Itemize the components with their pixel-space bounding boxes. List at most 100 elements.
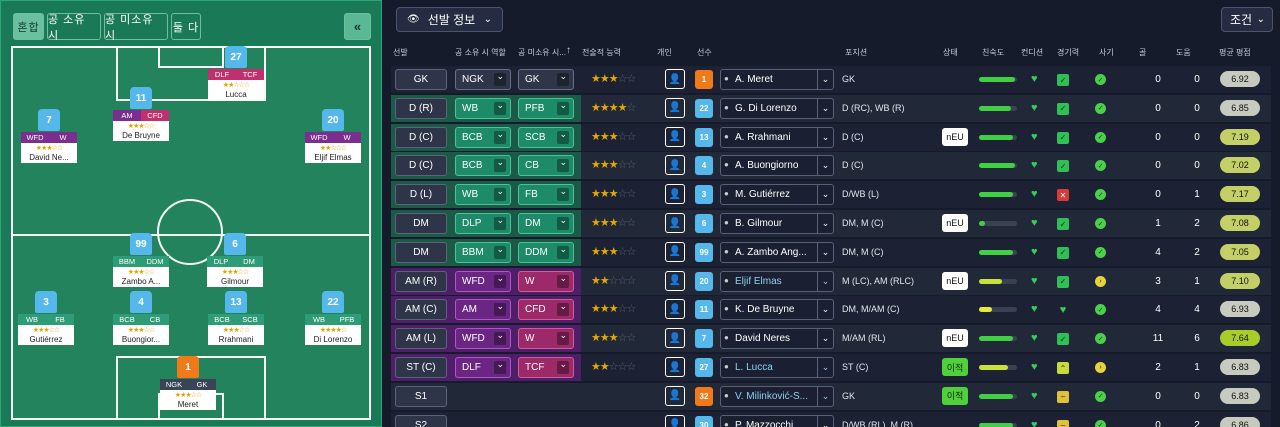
- person-icon[interactable]: 👤: [665, 213, 685, 233]
- tab-mixed[interactable]: 혼합: [13, 13, 44, 40]
- position-slot-button[interactable]: GK: [395, 69, 447, 90]
- view-selector-button[interactable]: 👁 선발 정보 ⌄: [396, 7, 503, 32]
- out-of-possession-role-dropdown[interactable]: GK: [518, 69, 574, 90]
- out-of-possession-role-dropdown[interactable]: W: [518, 270, 574, 292]
- position-slot-button[interactable]: AM (L): [395, 328, 447, 350]
- player-token-meret[interactable]: 1 NGK GK ★★★☆☆ Meret: [160, 356, 216, 410]
- player-select-dropdown[interactable]: ● A. Buongiorno ⌄: [720, 155, 834, 177]
- player-select-dropdown[interactable]: ● V. Milinković-S... ⌄: [720, 385, 834, 407]
- position-slot-button[interactable]: D (C): [395, 126, 447, 148]
- column-header[interactable]: 공 미소유 시...: [518, 48, 566, 57]
- tab-both[interactable]: 둘 다: [171, 13, 201, 40]
- filter-button[interactable]: 조건 ⌄: [1221, 7, 1273, 32]
- player-token-dilorenzo[interactable]: 22 WB PFB ★★★★☆ Di Lorenzo: [305, 291, 361, 345]
- position-slot-button[interactable]: D (C): [395, 155, 447, 177]
- out-of-possession-role-dropdown[interactable]: CB: [518, 155, 574, 177]
- out-of-possession-role-dropdown[interactable]: PFB: [518, 97, 574, 119]
- in-possession-role-dropdown[interactable]: DLP: [455, 213, 511, 234]
- player-select-dropdown[interactable]: ● L. Lucca ⌄: [720, 357, 834, 378]
- person-icon[interactable]: 👤: [665, 270, 685, 291]
- column-header[interactable]: 친숙도: [982, 48, 1005, 57]
- column-header[interactable]: 평균 평점: [1219, 48, 1251, 57]
- column-header[interactable]: 골: [1139, 48, 1147, 57]
- in-possession-role-dropdown[interactable]: NGK: [455, 69, 511, 90]
- player-select-dropdown[interactable]: ● David Neres ⌄: [720, 328, 834, 350]
- player-token-elmas[interactable]: 20 WFD W ★★☆☆☆ Eljif Elmas: [305, 109, 361, 163]
- position-slot-button[interactable]: D (R): [395, 97, 447, 119]
- out-of-possession-role-dropdown[interactable]: CFD: [518, 299, 574, 321]
- out-of-possession-role-dropdown[interactable]: DDM: [518, 241, 574, 263]
- player-select-dropdown[interactable]: ● M. Gutiérrez ⌄: [720, 184, 834, 206]
- position-slot-button[interactable]: S2: [395, 414, 447, 427]
- column-header[interactable]: 도움: [1176, 48, 1191, 57]
- person-icon[interactable]: 👤: [665, 184, 685, 205]
- in-possession-role-dropdown[interactable]: BBM: [455, 241, 511, 263]
- column-header[interactable]: 사기: [1099, 48, 1114, 57]
- player-token-buongiorno[interactable]: 4 BCB CB ★★★☆☆ Buongior...: [113, 291, 169, 345]
- table-row[interactable]: S2 👤 30 ● P. Mazzocchi ⌄ D/WB (RL), M (R) ♥ – ✓ 0 2…: [391, 411, 1271, 427]
- person-icon[interactable]: 👤: [665, 328, 685, 349]
- in-possession-role-dropdown[interactable]: WFD: [455, 270, 511, 292]
- player-select-dropdown[interactable]: ● K. De Bruyne ⌄: [720, 299, 834, 321]
- person-icon[interactable]: 👤: [665, 69, 685, 89]
- in-possession-role-dropdown[interactable]: AM: [455, 299, 511, 321]
- column-header[interactable]: 전술적 능력: [582, 48, 622, 57]
- tab-in-possession[interactable]: 공 소유 시: [47, 13, 101, 42]
- person-icon[interactable]: 👤: [665, 241, 685, 262]
- player-select-dropdown[interactable]: ● A. Zambo Ang... ⌄: [720, 241, 834, 263]
- person-icon[interactable]: 👤: [665, 97, 685, 118]
- column-header[interactable]: 공 소유 시 역할: [455, 48, 506, 57]
- table-row[interactable]: GKNGKGK★★★☆☆👤1●A. Meret⌄GK♥✓✓006.92: [391, 66, 1271, 94]
- player-token-gilmour[interactable]: 6 DLP DM ★★★☆☆ Gilmour: [207, 233, 263, 287]
- person-icon[interactable]: 👤: [665, 385, 685, 406]
- player-select-dropdown[interactable]: ● Eljif Elmas ⌄: [720, 270, 834, 292]
- in-possession-role-dropdown[interactable]: WFD: [455, 328, 511, 350]
- person-icon[interactable]: 👤: [665, 414, 685, 427]
- player-token-zambo[interactable]: 99 BBM DDM ★★★☆☆ Zambo A...: [113, 233, 169, 287]
- out-of-possession-role-dropdown[interactable]: FB: [518, 184, 574, 206]
- person-icon[interactable]: 👤: [665, 126, 685, 147]
- in-possession-role-dropdown[interactable]: BCB: [455, 155, 511, 177]
- person-icon[interactable]: 👤: [665, 155, 685, 176]
- position-slot-button[interactable]: ST (C): [395, 357, 447, 378]
- column-header[interactable]: 선발: [393, 48, 408, 57]
- tab-out-of-possession[interactable]: 공 미소유 시: [104, 13, 168, 42]
- player-select-dropdown[interactable]: ● A. Rrahmani ⌄: [720, 126, 834, 148]
- out-of-possession-role-dropdown[interactable]: W: [518, 328, 574, 350]
- player-select-dropdown[interactable]: ● A. Meret ⌄: [720, 69, 834, 90]
- out-of-possession-role-dropdown[interactable]: TCF: [518, 357, 574, 378]
- position-slot-button[interactable]: D (L): [395, 184, 447, 206]
- column-header[interactable]: 개인: [657, 48, 672, 57]
- player-token-neres[interactable]: 7 WFD W ★★★☆☆ David Ne...: [21, 109, 77, 163]
- position-slot-button[interactable]: AM (R): [395, 270, 447, 292]
- player-token-lucca[interactable]: 27 DLF TCF ★★☆☆☆ Lucca: [208, 46, 264, 100]
- position-slot-button[interactable]: S1: [395, 385, 447, 407]
- table-row[interactable]: DMDLPDM★★★☆☆👤6●B. Gilmour⌄DM, M (C)nEU♥✓…: [391, 210, 1271, 238]
- table-row[interactable]: DMBBMDDM★★★☆☆👤99●A. Zambo Ang...⌄DM, M (…: [391, 238, 1271, 267]
- position-slot-button[interactable]: AM (C): [395, 299, 447, 321]
- out-of-possession-role-dropdown[interactable]: DM: [518, 213, 574, 234]
- column-header[interactable]: 경기력: [1057, 48, 1080, 57]
- table-row[interactable]: S1 👤 32 ● V. Milinković-S... ⌄ GK 이적 ♥ – ✓ 0 0 6.83: [391, 382, 1271, 411]
- player-token-debruyne[interactable]: 11 AM CFD ★★★☆☆ De Bruyne: [113, 87, 169, 141]
- person-icon[interactable]: 👤: [665, 299, 685, 320]
- in-possession-role-dropdown[interactable]: WB: [455, 184, 511, 206]
- player-select-dropdown[interactable]: ● G. Di Lorenzo ⌄: [720, 97, 834, 119]
- double-chevron-left-icon[interactable]: «: [344, 13, 371, 40]
- player-token-rrahmani[interactable]: 13 BCB SCB ★★★☆☆ Rrahmani: [208, 291, 264, 345]
- player-select-dropdown[interactable]: ● B. Gilmour ⌄: [720, 213, 834, 234]
- person-icon[interactable]: 👤: [665, 357, 685, 377]
- column-header[interactable]: 컨디션: [1021, 48, 1044, 57]
- column-header[interactable]: 상태: [943, 48, 958, 57]
- column-header[interactable]: 선수: [697, 48, 712, 57]
- player-token-gutierrez[interactable]: 3 WB FB ★★★☆☆ Gutiérrez: [18, 291, 74, 345]
- out-of-possession-role-dropdown[interactable]: SCB: [518, 126, 574, 148]
